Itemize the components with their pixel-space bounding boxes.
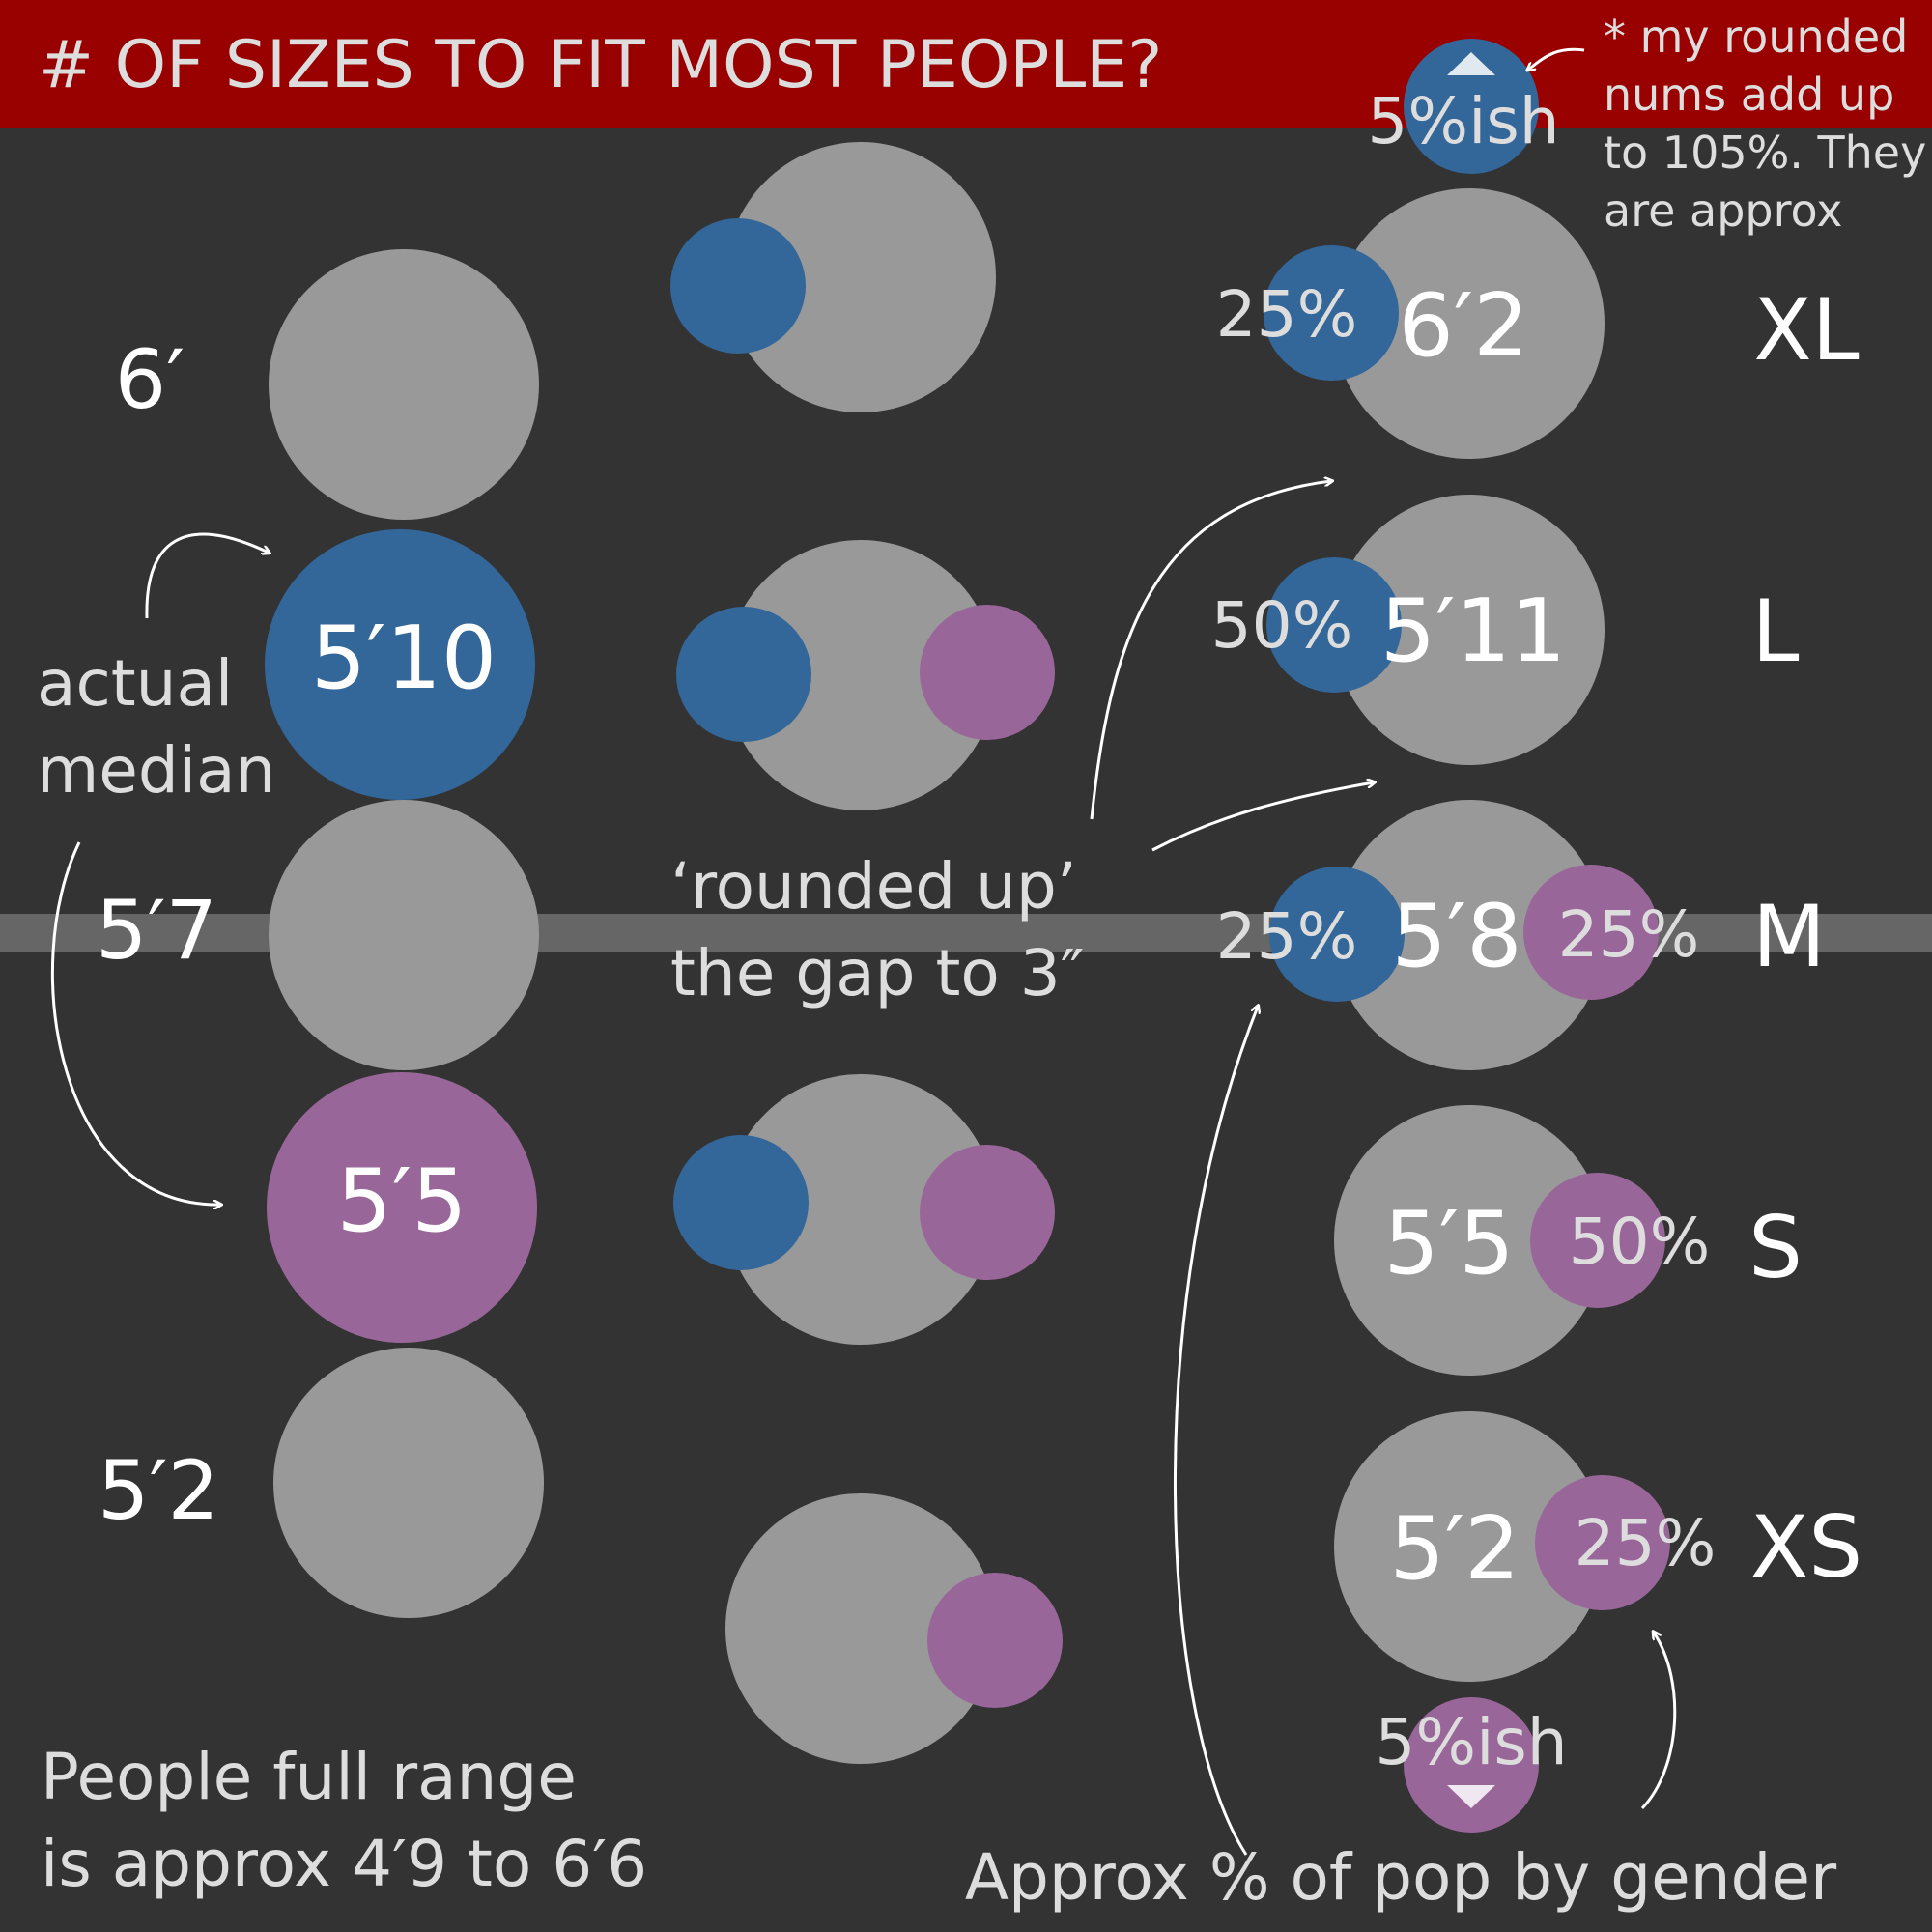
middle-men-dot-2: [676, 607, 811, 742]
middle-circle-3: [725, 1074, 996, 1345]
right-column: 5%ish 25% 6′2 XL 50% 5′11 L 25% 5′8 25% …: [965, 11, 1927, 1915]
height-circle-5-7: [269, 800, 539, 1070]
women-dot-s: [1530, 1173, 1665, 1308]
men-dot-l: [1266, 557, 1402, 693]
men-pct-xl: 25%: [1216, 277, 1358, 352]
height-label-6ft: 6′: [115, 332, 185, 427]
up-triangle-icon: [1447, 52, 1495, 75]
women-pct-m: 25%: [1558, 897, 1700, 972]
arrow-to-top-tail: [1528, 47, 1585, 70]
middle-men-dot-1: [670, 218, 806, 354]
middle-note-line1: ‘rounded up’: [670, 849, 1077, 923]
middle-circle-2: [725, 540, 996, 810]
middle-women-dot-4: [927, 1573, 1063, 1708]
middle-men-dot-3: [673, 1135, 809, 1270]
title-bar-background: [0, 0, 1932, 128]
women-pct-s: 50%: [1569, 1205, 1711, 1279]
women-median-circle: [267, 1072, 537, 1343]
women-dot-xs: [1535, 1475, 1670, 1610]
range-note-line2: is approx 4′9 to 6′6: [41, 1827, 647, 1901]
men-dot-xl: [1264, 245, 1399, 381]
men-pct-l: 50%: [1211, 588, 1353, 663]
range-note-line1: People full range: [41, 1740, 577, 1814]
height-label-5-2: 5′2: [98, 1443, 219, 1538]
women-pct-xs: 25%: [1575, 1506, 1717, 1580]
page-title: # OF SIZES TO FIT MOST PEOPLE?: [39, 27, 1162, 103]
footnote-line2: nums add up: [1604, 69, 1894, 121]
footnote-line4: are approx: [1604, 185, 1842, 237]
height-label-men-median: 5′10: [311, 608, 497, 709]
bottom-tail-label: 5%ish: [1375, 1705, 1567, 1779]
size-circle-m: [1334, 800, 1605, 1070]
footnote-line3: to 105%. They: [1604, 127, 1926, 179]
height-circle-6ft: [269, 249, 539, 520]
height-label-xs: 5′2: [1390, 1498, 1520, 1600]
median-label-line2: median: [37, 733, 275, 808]
left-column: 6′ 5′10 5′7 5′5 5′2 actual median People…: [37, 249, 647, 1901]
height-label-l: 5′11: [1380, 581, 1566, 682]
size-label-l: L: [1751, 582, 1799, 681]
men-dot-m: [1269, 867, 1405, 1002]
height-label-xl: 6′2: [1399, 275, 1529, 377]
middle-circle-1: [725, 142, 996, 412]
median-label-line1: actual: [37, 646, 233, 721]
arrow-to-xl-gap: [1090, 481, 1331, 820]
top-tail-dot: [1404, 39, 1539, 174]
size-circle-s: [1334, 1105, 1605, 1376]
women-dot-m: [1523, 865, 1659, 1000]
height-label-m: 5′8: [1392, 886, 1522, 987]
height-label-5-7: 5′7: [96, 883, 217, 978]
size-label-xs: XS: [1750, 1497, 1862, 1597]
arrow-to-men-dots: [1173, 1007, 1258, 1856]
size-circle-xs: [1334, 1411, 1605, 1682]
down-triangle-icon: [1447, 1785, 1495, 1808]
height-label-women-median: 5′5: [337, 1151, 468, 1252]
middle-circle-4: [725, 1493, 996, 1764]
size-circle-xl: [1334, 188, 1605, 459]
top-tail-label: 5%ish: [1367, 84, 1559, 158]
bottom-tail-dot: [1404, 1697, 1539, 1833]
height-circle-5-2: [273, 1348, 544, 1618]
men-pct-m: 25%: [1216, 899, 1358, 974]
size-label-xl: XL: [1753, 280, 1859, 380]
size-label-m: M: [1752, 887, 1826, 986]
arrow-to-men-median: [145, 532, 269, 619]
middle-note-line2: the gap to 3″: [670, 936, 1084, 1010]
middle-women-dot-2: [920, 605, 1055, 740]
men-median-circle: [265, 529, 535, 800]
arrow-to-women-dots: [1640, 1633, 1677, 1810]
middle-women-dot-3: [920, 1145, 1055, 1280]
size-circle-l: [1334, 495, 1605, 765]
arrow-to-women-median: [50, 841, 220, 1205]
height-label-s: 5′5: [1384, 1193, 1515, 1294]
size-label-s: S: [1748, 1198, 1803, 1297]
arrow-to-l-gap: [1151, 782, 1374, 852]
footnote-line1: * my rounded: [1604, 11, 1908, 63]
middle-column: ‘rounded up’ the gap to 3″: [670, 142, 1374, 1764]
title-bar: # OF SIZES TO FIT MOST PEOPLE?: [0, 0, 1932, 128]
gender-caption: Approx % of pop by gender: [965, 1840, 1837, 1915]
